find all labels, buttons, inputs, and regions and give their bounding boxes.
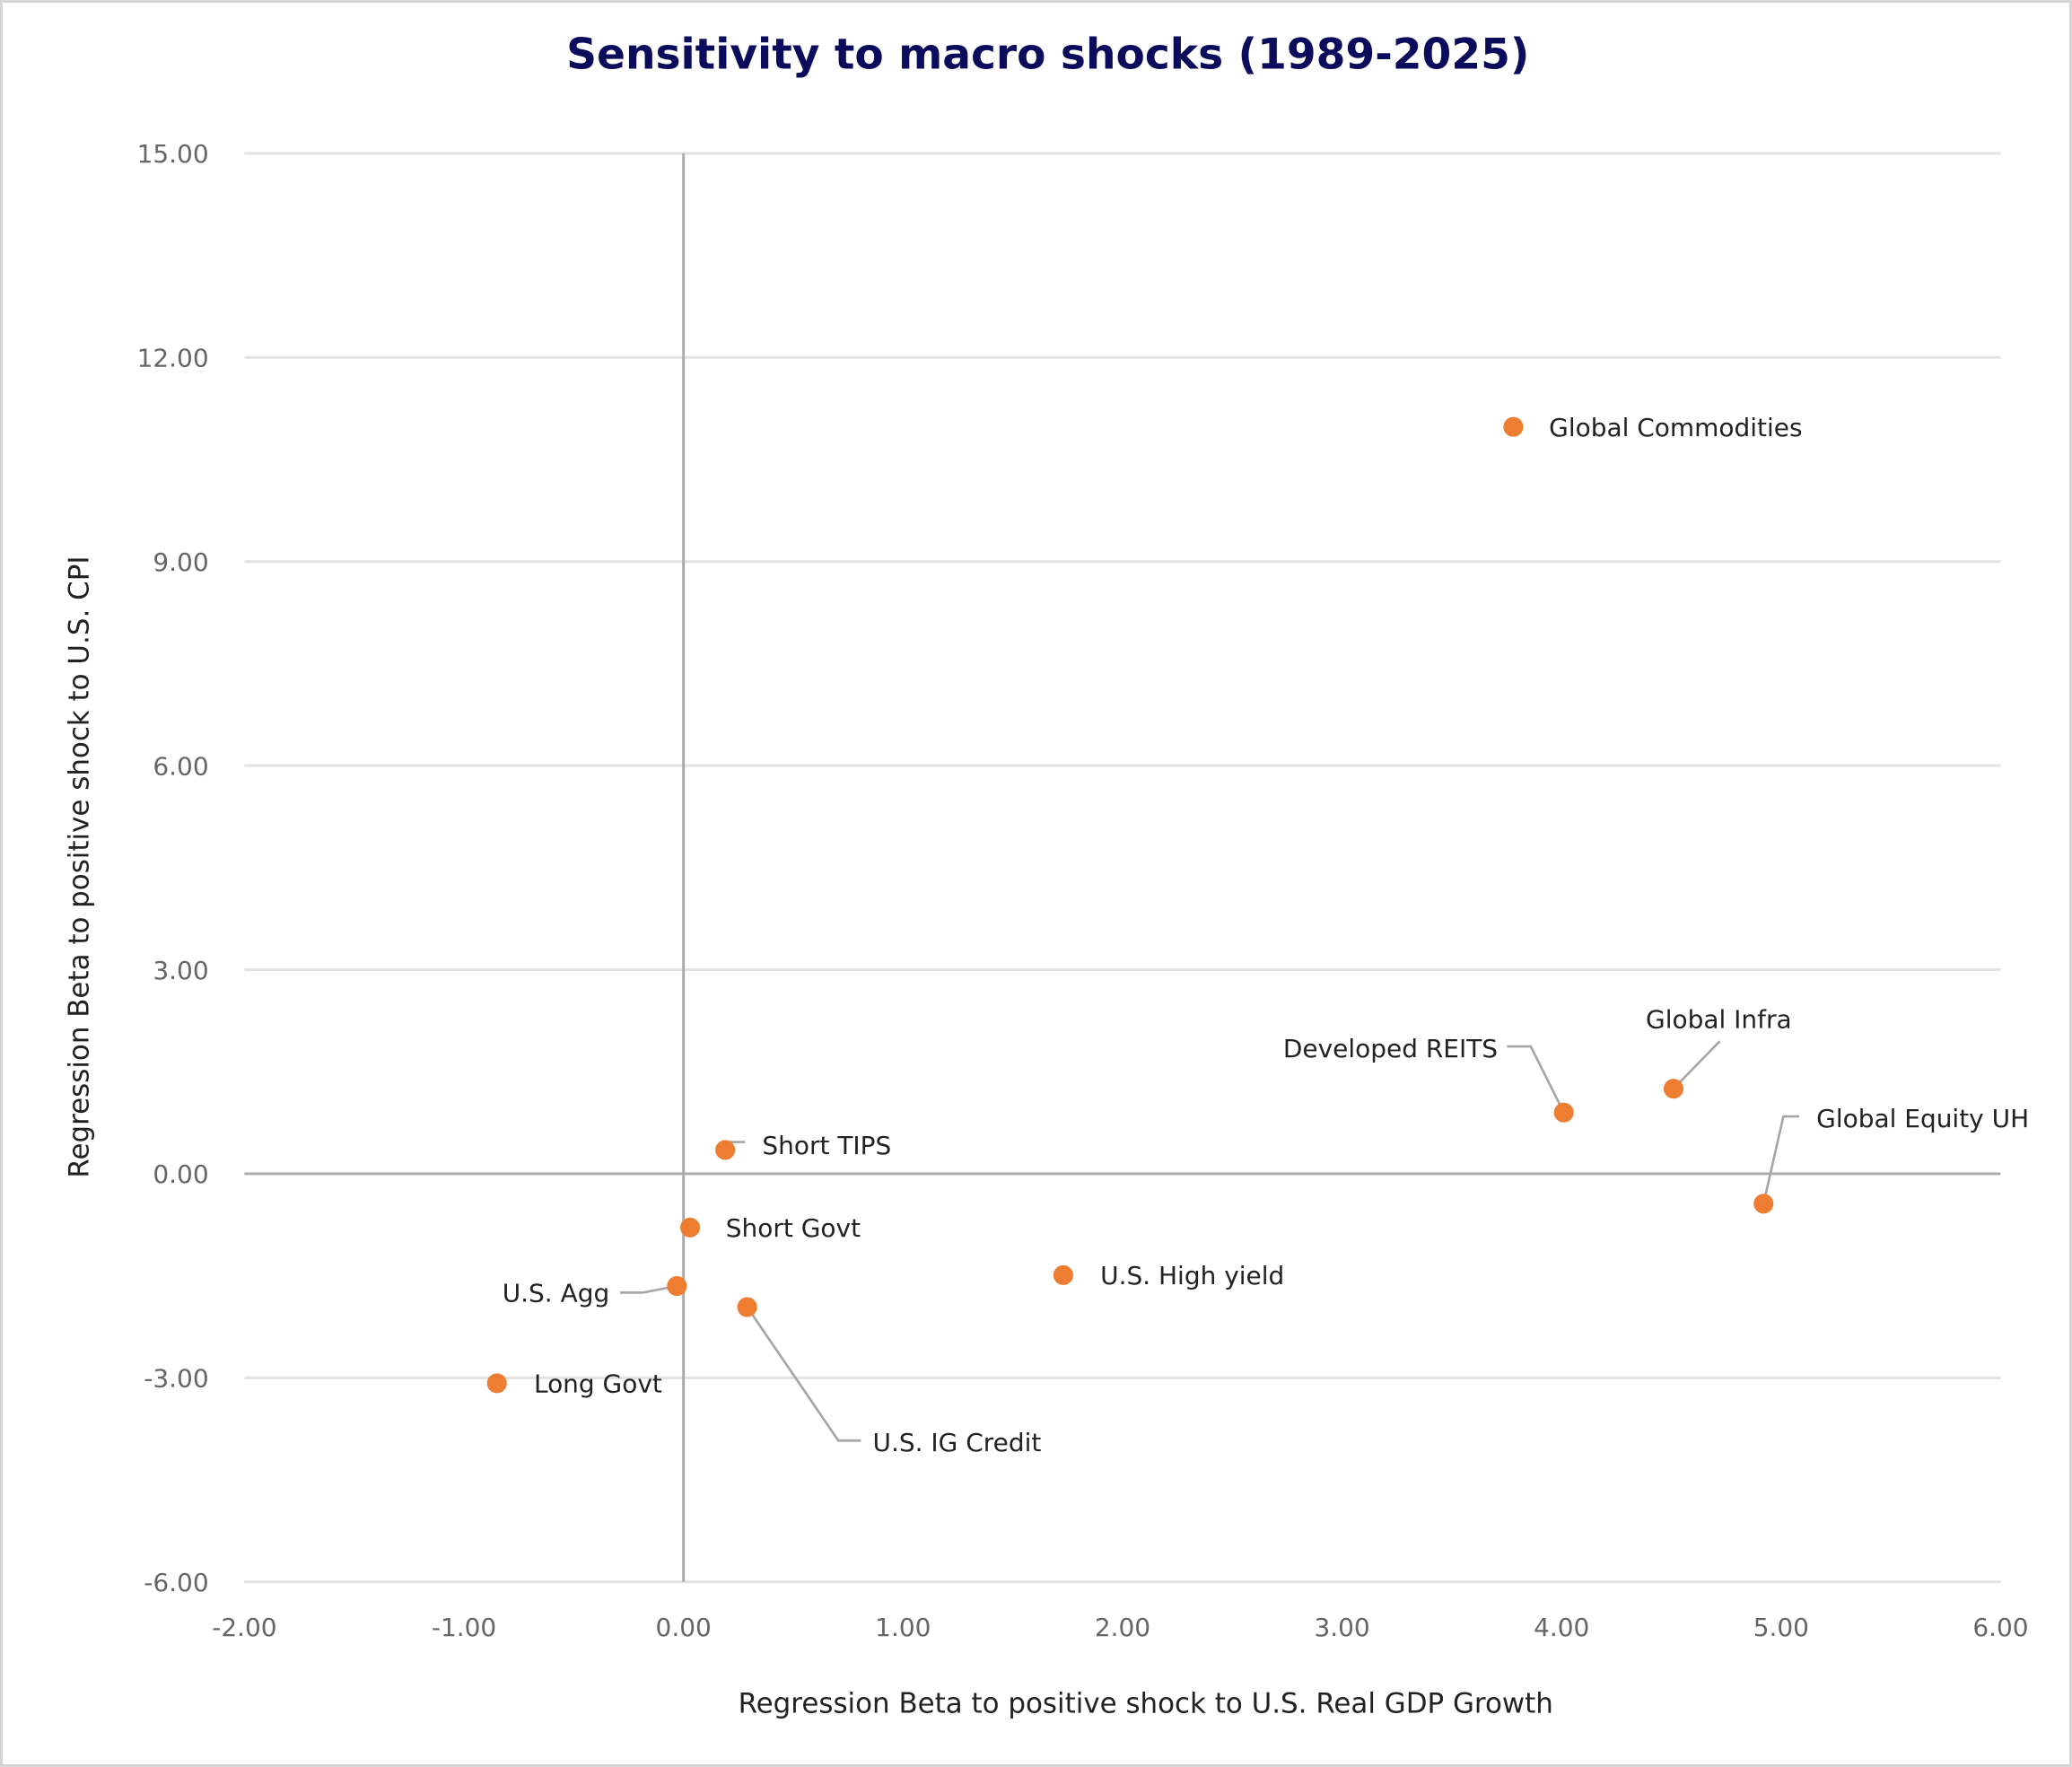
chart-title: Sensitivity to macro shocks (1989-2025) — [566, 31, 1529, 80]
data-point — [486, 1373, 507, 1394]
data-point — [1753, 1194, 1774, 1214]
y-tick-label: 15.00 — [137, 139, 209, 169]
y-tick-label: -3.00 — [144, 1364, 208, 1394]
data-label: Short TIPS — [762, 1131, 891, 1160]
data-point — [667, 1275, 687, 1297]
data-point — [715, 1140, 736, 1160]
x-tick-label: 4.00 — [1534, 1613, 1589, 1642]
leader-line — [1673, 1040, 1721, 1090]
data-point — [1553, 1102, 1574, 1123]
data-point — [1663, 1079, 1684, 1099]
y-tick-label: 6.00 — [153, 751, 208, 781]
data-label: Long Govt — [534, 1369, 662, 1399]
data-point — [1053, 1264, 1073, 1285]
leader-line — [1507, 1045, 1565, 1114]
y-tick-label: 3.00 — [153, 956, 208, 985]
data-point — [1503, 416, 1524, 437]
data-label: U.S. Agg — [503, 1279, 610, 1308]
y-axis-label: Regression Beta to positive shock to U.S… — [64, 556, 96, 1178]
data-label: Global Infra — [1646, 1004, 1792, 1034]
data-point — [737, 1297, 757, 1317]
x-axis-label: Regression Beta to positive shock to U.S… — [739, 1688, 1553, 1720]
data-label: U.S. High yield — [1100, 1261, 1284, 1290]
x-tick-label: 1.00 — [875, 1613, 931, 1642]
x-tick-label: 6.00 — [1972, 1613, 2028, 1642]
leader-line — [620, 1284, 678, 1294]
x-tick-label: 3.00 — [1314, 1613, 1369, 1642]
y-tick-label: -6.00 — [144, 1568, 208, 1597]
x-tick-label: 0.00 — [656, 1613, 712, 1642]
x-tick-label: -2.00 — [212, 1613, 276, 1642]
leader-line — [1762, 1115, 1800, 1204]
y-tick-label: 0.00 — [153, 1159, 208, 1189]
x-tick-label: -1.00 — [432, 1613, 496, 1642]
x-tick-label: 2.00 — [1095, 1613, 1150, 1642]
x-tick-label: 5.00 — [1753, 1613, 1809, 1642]
data-label: Global Commodities — [1549, 413, 1802, 442]
y-tick-label: 12.00 — [137, 344, 209, 373]
y-tick-label: 9.00 — [153, 547, 208, 577]
data-label: U.S. IG Credit — [873, 1428, 1042, 1457]
leader-line — [746, 1306, 861, 1442]
data-label: Short Govt — [726, 1213, 861, 1243]
data-label: Developed REITS — [1283, 1034, 1498, 1063]
data-label: Global Equity UH — [1816, 1104, 2029, 1133]
data-point — [679, 1217, 701, 1238]
